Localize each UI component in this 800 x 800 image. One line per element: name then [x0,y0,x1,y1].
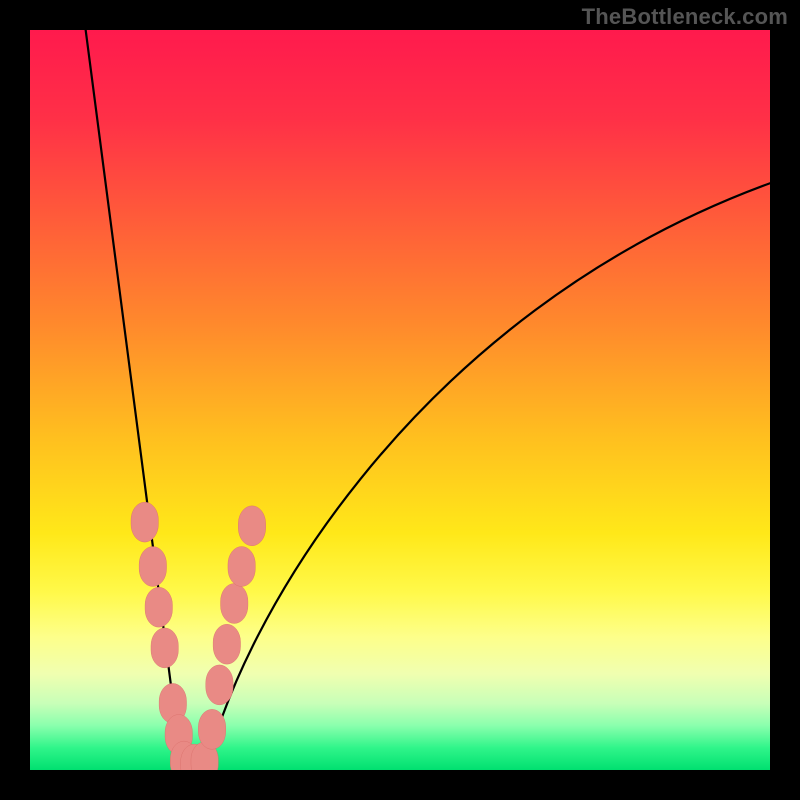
data-marker [145,587,172,627]
marker-group [131,502,266,770]
data-marker [228,547,255,587]
data-marker [213,624,240,664]
data-marker [221,584,248,624]
data-marker [206,665,233,705]
data-marker [238,506,265,546]
data-marker [139,547,166,587]
curve-svg [30,30,770,770]
data-marker [131,502,158,542]
data-marker [198,709,225,749]
bottleneck-curve [82,30,770,769]
watermark-text: TheBottleneck.com [582,4,788,30]
data-marker [151,628,178,668]
plot-area [30,30,770,770]
chart-frame: TheBottleneck.com [0,0,800,800]
